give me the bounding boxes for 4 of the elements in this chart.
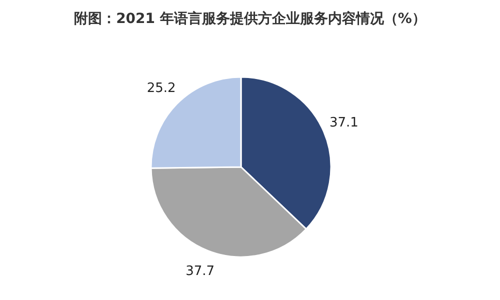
data-label: 25.2: [146, 80, 176, 96]
data-label: 37.1: [329, 115, 358, 130]
data-label: 37.7: [186, 264, 215, 279]
chart-title: 附图：2021 年语言服务提供方企业服务内容情况（%）: [73, 10, 427, 29]
